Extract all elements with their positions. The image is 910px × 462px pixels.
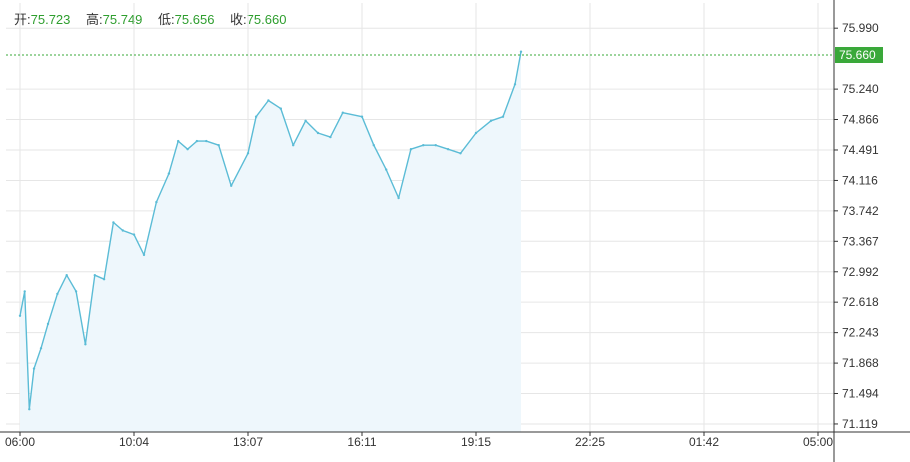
price-point — [46, 322, 50, 326]
y-tick-label: 75.240 — [842, 82, 879, 96]
price-point — [93, 274, 97, 277]
price-point — [121, 229, 125, 232]
price-point — [446, 148, 450, 151]
y-tick-label: 72.992 — [842, 265, 879, 279]
open-label: 开: — [14, 12, 31, 27]
price-point — [112, 221, 115, 224]
x-tick-label: 22:25 — [575, 435, 605, 449]
last-price-badge — [835, 47, 883, 63]
y-tick-label: 72.618 — [842, 295, 879, 309]
price-point — [397, 196, 400, 200]
high-value: 75.749 — [102, 12, 143, 27]
x-tick-label: 19:15 — [461, 435, 491, 449]
price-point — [32, 367, 36, 370]
price-point — [167, 172, 171, 175]
price-point — [329, 135, 332, 139]
price-point — [18, 314, 22, 317]
y-tick-label: 74.866 — [842, 113, 879, 127]
price-point — [316, 131, 320, 135]
x-tick-label: 06:00 — [5, 435, 35, 449]
price-point — [132, 233, 136, 236]
price-point — [195, 139, 199, 143]
price-point — [177, 139, 180, 143]
price-point — [254, 115, 258, 118]
y-tick-label: 74.116 — [842, 173, 878, 187]
price-point — [246, 152, 250, 155]
price-point — [39, 347, 43, 350]
y-tick-label: 72.243 — [842, 326, 879, 340]
price-point — [56, 292, 59, 296]
y-tick-label: 73.742 — [842, 204, 879, 218]
price-point — [459, 152, 462, 155]
y-tick-label: 71.868 — [842, 356, 879, 370]
price-point — [489, 119, 493, 123]
price-point — [28, 408, 31, 411]
y-tick-label: 71.119 — [842, 417, 878, 431]
x-axis-ticks: 06:00 10:04 13:07 16:11 19:15 22:25 01:42 05:00 — [5, 432, 833, 449]
high-label: 高: — [86, 12, 103, 27]
price-point — [385, 168, 388, 171]
open-value: 75.723 — [30, 12, 71, 27]
x-tick-label: 13:07 — [233, 435, 263, 449]
price-point — [65, 274, 68, 277]
price-point — [84, 343, 87, 346]
x-tick-label: 10:04 — [119, 435, 149, 449]
price-point — [74, 290, 78, 293]
price-point — [155, 200, 158, 204]
price-point — [422, 144, 425, 147]
price-point — [513, 83, 517, 86]
y-tick-label: 74.491 — [842, 143, 879, 157]
x-tick-label: 01:42 — [689, 435, 719, 449]
price-point — [186, 148, 189, 151]
price-point — [217, 144, 220, 147]
price-point — [292, 144, 295, 147]
price-point — [360, 115, 364, 118]
price-point — [279, 107, 282, 110]
price-point — [205, 139, 208, 143]
plot-area[interactable] — [18, 50, 523, 433]
y-tick-label: 71.494 — [842, 386, 879, 400]
last-price-label: 75.660 — [839, 48, 876, 62]
price-point — [434, 144, 437, 147]
ohlc-readout: 开:75.723 高:75.749 低:75.656 收:75.660 — [14, 9, 298, 28]
price-point — [341, 111, 344, 114]
y-tick-label: 75.990 — [842, 21, 879, 35]
last-price-marker: 75.660 — [6, 47, 883, 63]
low-label: 低: — [158, 12, 175, 27]
price-point — [304, 119, 307, 123]
price-point — [102, 278, 106, 281]
close-value: 75.660 — [246, 12, 287, 27]
x-tick-label: 05:00 — [803, 435, 833, 449]
price-area-fill — [20, 51, 521, 432]
y-tick-label: 73.367 — [842, 234, 879, 248]
low-value: 75.656 — [174, 12, 215, 27]
price-point — [267, 99, 270, 102]
close-label: 收: — [230, 12, 247, 27]
price-point — [230, 184, 233, 187]
price-point — [23, 290, 26, 293]
price-point — [519, 50, 523, 53]
x-tick-label: 16:11 — [347, 435, 376, 449]
y-axis-ticks: 75.990 75.240 74.866 74.491 74.116 73.742 73.3… — [834, 21, 879, 431]
price-point — [409, 148, 413, 151]
price-point — [501, 115, 505, 118]
price-point — [372, 144, 375, 147]
price-point — [142, 253, 146, 257]
price-point — [474, 131, 478, 135]
